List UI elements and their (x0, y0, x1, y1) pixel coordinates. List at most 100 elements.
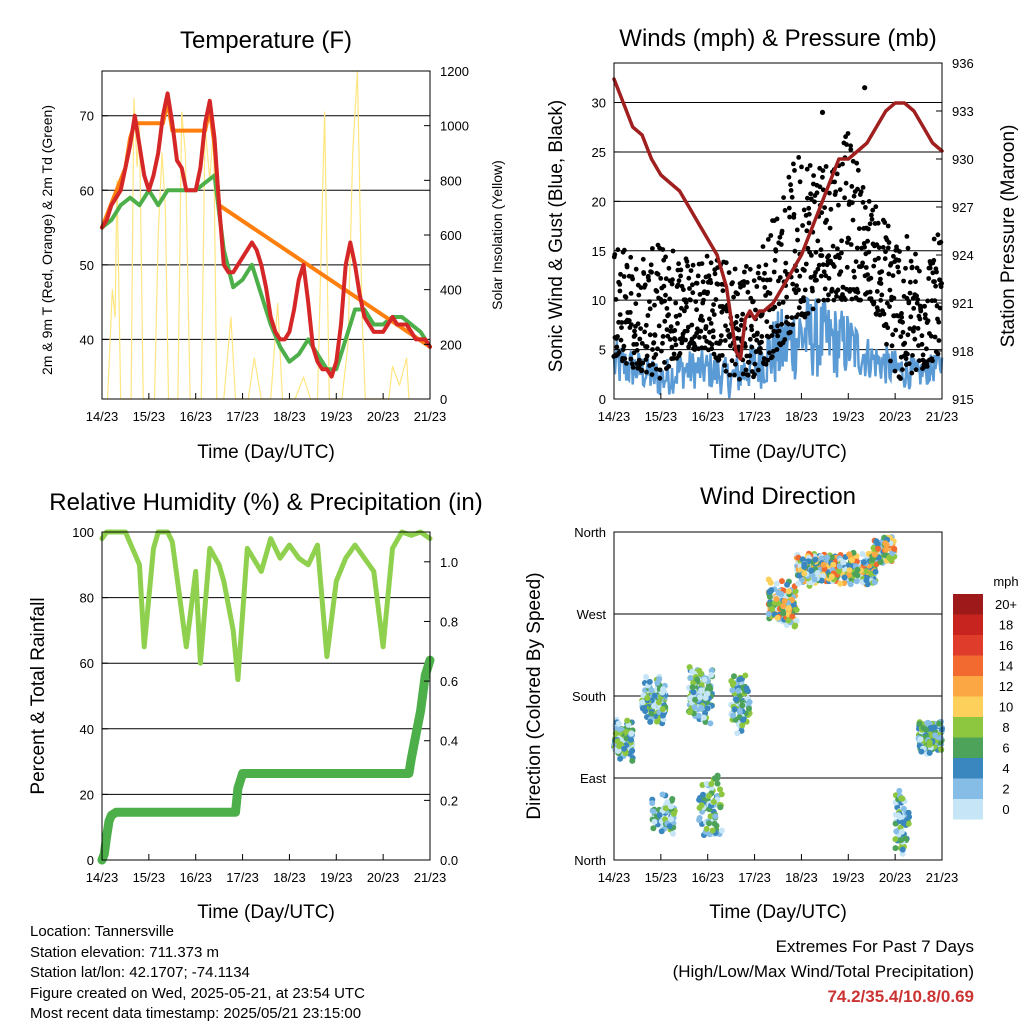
gust-point (789, 194, 795, 200)
direction-point (650, 825, 657, 832)
direction-point (785, 605, 792, 612)
gust-point (735, 291, 740, 297)
gust-point (771, 269, 777, 275)
temperature-title: Temperature (F) (180, 27, 352, 54)
gust-point (791, 212, 797, 217)
gust-point (874, 311, 879, 317)
gust-point (816, 262, 822, 268)
direction-point (639, 699, 646, 706)
gust-point (858, 189, 864, 195)
gust-point (689, 322, 695, 328)
gust-point (752, 361, 758, 367)
direction-points (611, 534, 945, 857)
direction-point (905, 809, 912, 816)
gust-point (688, 268, 694, 273)
gust-point (663, 276, 669, 282)
gust-point (830, 243, 836, 249)
gust-point (752, 372, 757, 377)
gust-point (723, 368, 729, 374)
direction-point (924, 720, 931, 727)
gust-point (910, 295, 916, 301)
gust-point (745, 372, 751, 378)
gust-point (682, 308, 687, 314)
direction-xtick-label: 18/23 (785, 870, 818, 885)
speed-legend-swatch (953, 737, 983, 758)
gust-point (706, 273, 712, 279)
humidity-xtick-label: 18/23 (273, 870, 306, 885)
extremes-box: Extremes For Past 7 Days (High/Low/Max W… (673, 934, 974, 1009)
gust-point (931, 236, 937, 242)
gust-point (767, 291, 773, 296)
direction-xtick-label: 16/23 (691, 870, 724, 885)
speed-legend-swatch (953, 696, 983, 717)
direction-point (824, 554, 831, 561)
gust-point (794, 268, 800, 274)
direction-point (900, 805, 907, 812)
direction-point (766, 593, 773, 600)
gust-point (922, 303, 927, 309)
speed-legend-label: 2 (1002, 782, 1009, 797)
gust-point (820, 168, 826, 174)
gust-point (732, 372, 737, 378)
gust-point (831, 297, 837, 303)
humidity-axes: 14/23 15/23 16/23 17/23 18/23 19/23 20/23 21/23… (72, 525, 458, 885)
direction-point (731, 673, 737, 680)
gust-point (829, 286, 835, 292)
gust-point (666, 364, 672, 369)
gust-point (820, 262, 826, 267)
gust-point (750, 299, 756, 304)
gust-point (908, 314, 914, 320)
direction-point (863, 577, 870, 584)
gust-point (808, 191, 813, 197)
gust-point (834, 171, 840, 177)
gust-point (747, 353, 753, 359)
direction-point (647, 718, 654, 725)
humidity-ytick-label: 40 (80, 722, 94, 737)
gust-point (801, 298, 807, 304)
gust-point (896, 269, 901, 275)
gust-point (642, 329, 647, 335)
gust-point (813, 249, 819, 255)
gust-point (796, 305, 802, 311)
humidity-xtick-label: 17/23 (226, 870, 259, 885)
gust-point (848, 143, 853, 149)
gust-point (762, 285, 768, 290)
direction-point (775, 589, 782, 596)
gust-point (630, 276, 635, 282)
direction-point (706, 820, 713, 827)
gust-point (634, 341, 639, 347)
gust-point (851, 193, 857, 199)
gust-point (789, 315, 795, 320)
gust-point (862, 244, 867, 250)
direction-point (918, 748, 925, 755)
gust-point (817, 184, 823, 190)
direction-point (644, 695, 651, 701)
gust-point (925, 298, 931, 304)
speed-legend-label: 14 (999, 659, 1013, 674)
gust-point (827, 190, 832, 196)
gust-point (744, 264, 749, 269)
gust-point (710, 308, 715, 313)
gust-point (786, 321, 791, 327)
gust-point (782, 208, 788, 213)
gust-point (806, 211, 812, 217)
recent-timestamp: Most recent data timestamp: 2025/05/21 2… (30, 1005, 362, 1022)
gust-point (692, 344, 698, 350)
direction-point (841, 574, 848, 581)
solar-ytick-label: 1200 (440, 64, 469, 79)
gust-point (786, 205, 792, 211)
gust-point (911, 306, 917, 311)
gust-point (733, 320, 739, 325)
gust-point (877, 312, 883, 318)
gust-point (823, 273, 829, 279)
humidity-ytick-label: 80 (80, 591, 94, 606)
gust-point (711, 351, 717, 357)
direction-point (736, 707, 743, 714)
gust-point (879, 292, 885, 298)
gust-point (884, 341, 889, 347)
direction-point (654, 679, 661, 686)
gust-point (938, 239, 944, 245)
gust-point (777, 234, 783, 240)
direction-point (873, 538, 880, 545)
direction-point (785, 588, 792, 595)
